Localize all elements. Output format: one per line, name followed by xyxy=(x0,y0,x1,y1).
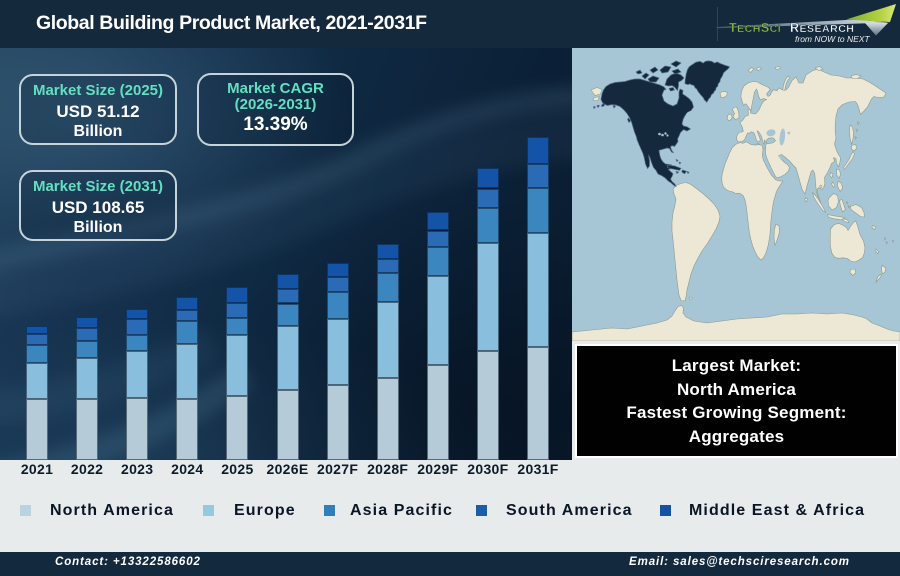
svg-text:RESEARCH: RESEARCH xyxy=(790,21,854,35)
svg-text:TECHSCI: TECHSCI xyxy=(729,21,781,35)
svg-text:from NOW to NEXT: from NOW to NEXT xyxy=(795,34,870,44)
